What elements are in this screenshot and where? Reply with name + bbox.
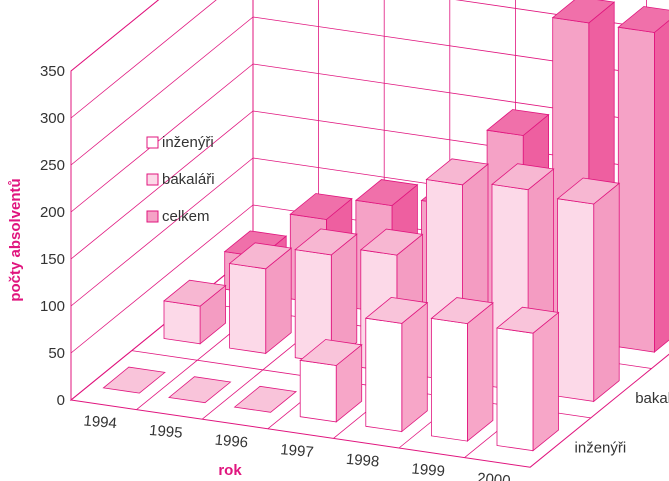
bar-bakalari-1994: [163, 279, 227, 345]
x-axis-title: rok: [218, 462, 242, 479]
left-wall: [70, 0, 254, 402]
bar-inzenyri-1995: [168, 376, 232, 404]
legend: inženýři bakaláři celkem: [146, 134, 215, 225]
y-tick-label: 250: [40, 157, 65, 174]
x-tick-label: 1997: [280, 441, 315, 461]
bar-celkem-2000: [617, 6, 669, 353]
y-tick-label: 350: [40, 63, 65, 80]
x-tick-label: 1999: [411, 460, 446, 480]
x-tick-label: 1995: [148, 422, 183, 442]
x-tick-label: 1998: [345, 451, 380, 471]
bar-bakalari-1996: [294, 228, 358, 364]
bar-bakalari-1995: [228, 242, 293, 355]
y-tick-label: 100: [40, 298, 65, 315]
y-axis-title: počty absolventů: [7, 178, 24, 301]
legend-item: celkem: [146, 208, 210, 225]
legend-label: inženýři: [162, 134, 214, 151]
bar-inzenyri-1999: [430, 297, 494, 442]
y-tick-label: 0: [57, 392, 65, 409]
legend-item: inženýři: [146, 134, 214, 151]
depth-label: inženýři: [575, 440, 627, 457]
depth-label: bakaláři: [635, 390, 669, 407]
y-tick-label: 150: [40, 251, 65, 268]
chart-bars: [102, 0, 669, 452]
legend-item: bakaláři: [146, 171, 215, 188]
x-tick-label: 2000: [476, 470, 511, 481]
bar-inzenyri-1994: [102, 366, 166, 394]
legend-label: celkem: [162, 208, 210, 225]
x-tick-label: 1996: [214, 432, 249, 452]
x-tick-label: 1994: [83, 412, 118, 432]
bar-inzenyri-1998: [364, 296, 429, 433]
bar-bakalari-2000: [556, 177, 621, 403]
bar-inzenyri-2000: [496, 306, 560, 452]
y-tick-label: 50: [48, 345, 65, 362]
y-tick-label: 300: [40, 110, 65, 127]
y-tick-label: 200: [40, 204, 65, 221]
legend-label: bakaláři: [162, 171, 215, 188]
y-gridline: [70, 0, 159, 72]
chart-labels: 0 50 100 150 200 250 300 350 počty absolventů 199…: [7, 63, 669, 481]
bar-inzenyri-1996: [233, 385, 298, 413]
legend-swatch: [146, 210, 159, 223]
legend-swatch: [146, 173, 159, 186]
bar-inzenyri-1997: [299, 339, 363, 423]
legend-swatch: [146, 136, 159, 149]
